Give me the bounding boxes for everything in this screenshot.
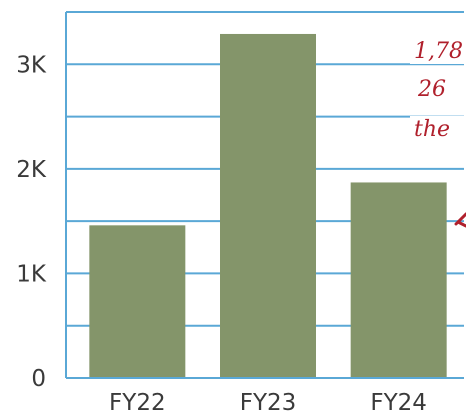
y-tick-labels: 0 1K 2K 3K [16, 52, 47, 392]
annotation-line-2: 26 [417, 77, 446, 102]
x-tick-label: FY23 [240, 390, 297, 416]
handwritten-annotation: 1,78 26 the [410, 39, 466, 228]
annotation-background [410, 78, 466, 102]
axes [65, 12, 464, 379]
bar-fy22 [89, 225, 186, 378]
y-tick-label: 1K [16, 261, 47, 287]
annotation-background [410, 40, 466, 64]
x-tick-labels: FY22 FY23 FY24 [109, 390, 427, 416]
y-tick-label: 0 [31, 366, 46, 392]
annotation-background [410, 116, 466, 142]
x-tick-label: FY24 [370, 390, 427, 416]
y-tick-label: 3K [16, 52, 47, 78]
annotation-line-3: the [414, 117, 450, 142]
bars [89, 33, 447, 379]
annotation-arrow-mark [454, 212, 466, 228]
annotation-line-1: 1,78 [414, 39, 463, 64]
x-tick-label: FY22 [109, 390, 166, 416]
bar-fy23 [220, 33, 316, 379]
y-tick-label: 2K [16, 157, 47, 183]
bar-fy24 [350, 182, 447, 378]
